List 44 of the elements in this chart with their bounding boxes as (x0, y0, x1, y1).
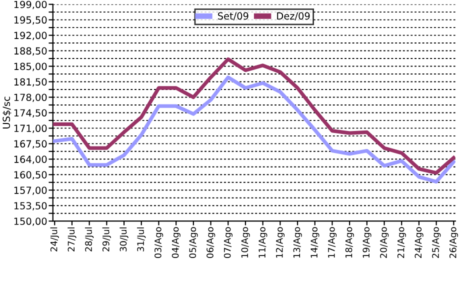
x-tick-label: 14/Ago (310, 227, 320, 258)
y-axis-title: US$/sc (2, 96, 12, 128)
x-tick-label: 30/Jul (120, 227, 128, 252)
x-tick-label: 18/Ago (345, 227, 354, 258)
x-tick-label: 13/Ago (293, 227, 302, 258)
y-tick-label: 157,00 (14, 186, 47, 195)
line-series (52, 57, 456, 175)
y-tick-label: 171,00 (14, 124, 47, 134)
x-tick-label: 21/Ago (397, 227, 406, 258)
y-tick-label: 160,50 (14, 171, 47, 180)
legend-label: Dez/09 (277, 12, 310, 20)
x-tick-label: 04/Ago (172, 227, 180, 258)
y-tick-label: 178,00 (14, 94, 47, 102)
x-tick-label: 03/Ago (154, 227, 164, 258)
x-tick-label: 06/Ago (206, 227, 216, 258)
x-tick-label: 24/Ago (414, 227, 424, 258)
x-tick-label: 11/Ago (258, 227, 268, 258)
x-tick-label: 26/Ago (449, 227, 458, 258)
y-tick-label: 195,50 (14, 16, 47, 25)
y-tick-label: 174,50 (14, 109, 47, 118)
y-tick-label: 153,50 (14, 202, 47, 210)
y-tick-label: 150,00 (14, 218, 47, 226)
x-tick-label: 29/Jul (102, 227, 111, 252)
y-tick-label: 199,00 (14, 0, 47, 10)
line-series (52, 76, 456, 184)
x-tick-label: 20/Ago (380, 227, 389, 258)
y-tick-label: 185,00 (14, 62, 47, 72)
legend-label: Set/09 (218, 12, 248, 20)
y-tick-label: 167,50 (14, 140, 47, 148)
x-tick-label: 24/Jul (50, 227, 59, 252)
x-tick-label: 17/Ago (328, 227, 337, 258)
y-tick-label: 192,00 (14, 32, 47, 40)
x-tick-label: 12/Ago (276, 227, 285, 258)
x-tick-label: 31/Jul (137, 227, 146, 252)
x-tick-label: 05/Ago (189, 227, 198, 258)
x-tick-label: 25/Ago (432, 227, 441, 258)
x-tick-label: 19/Ago (362, 227, 372, 258)
x-tick-label: 07/Ago (224, 227, 232, 258)
y-tick-label: 181,50 (14, 78, 47, 87)
y-tick-label: 188,50 (14, 47, 47, 56)
x-tick-label: 27/Jul (68, 227, 76, 252)
x-tick-label: 28/Jul (84, 227, 94, 252)
x-tick-label: 10/Ago (241, 227, 250, 258)
y-tick-label: 164,00 (14, 156, 47, 164)
